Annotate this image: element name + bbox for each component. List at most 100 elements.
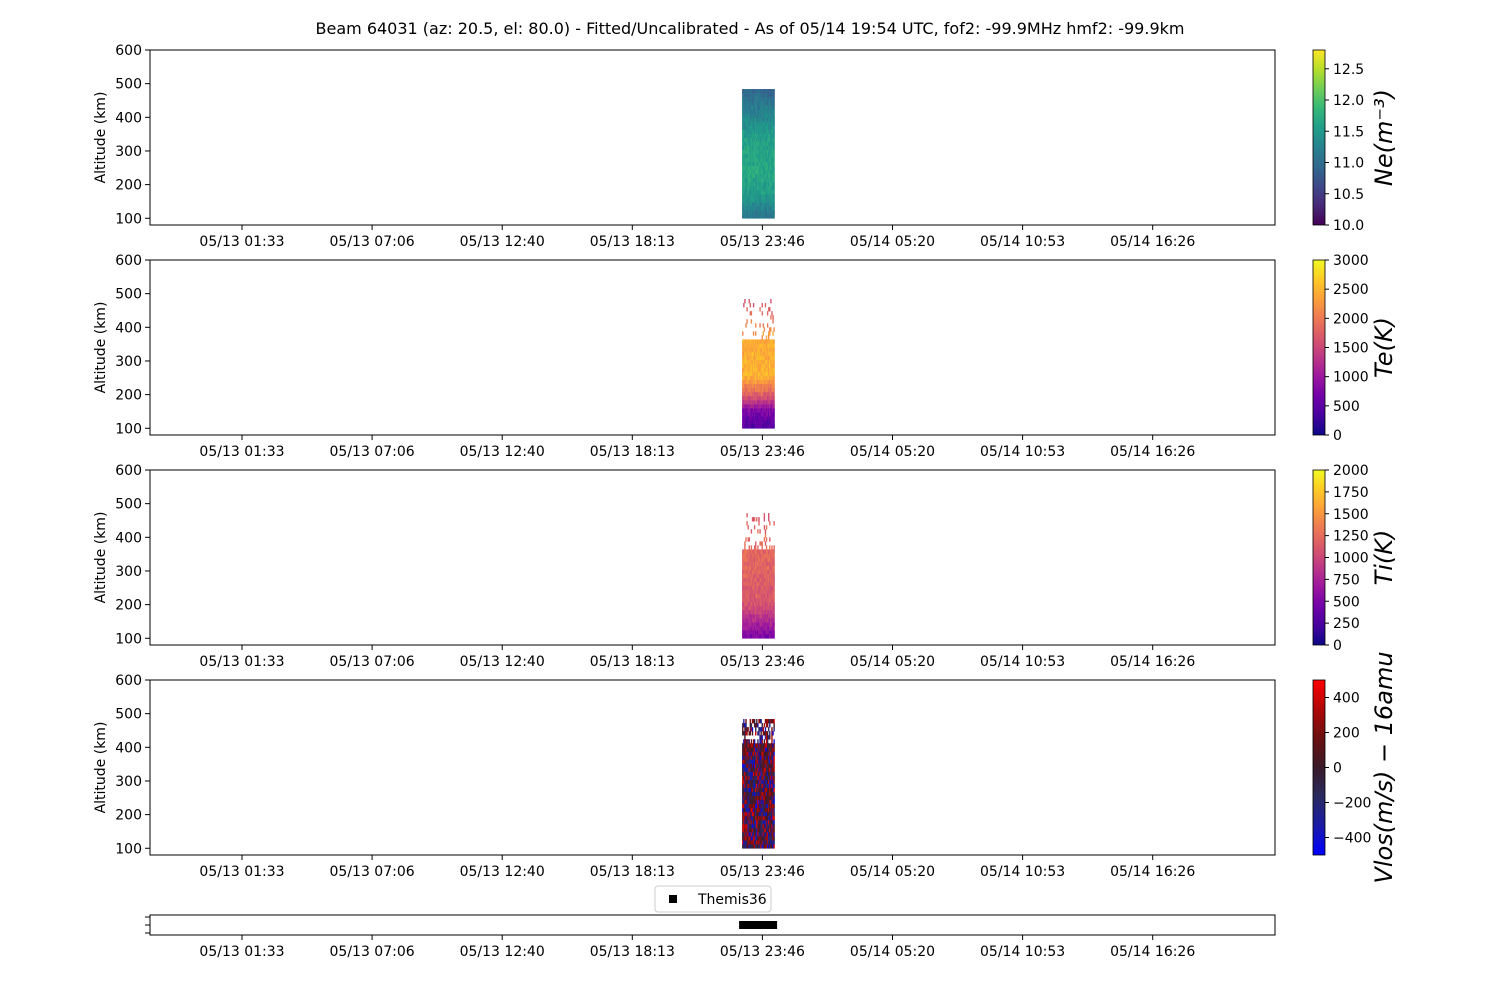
heatmap-cell	[769, 395, 771, 401]
colorbar-tick-label: 1000	[1333, 370, 1369, 386]
heatmap-cell	[756, 719, 758, 724]
heatmap-cell	[770, 759, 772, 764]
heatmap-cell	[761, 820, 763, 825]
heatmap-cell	[773, 815, 775, 821]
heatmap-cell	[759, 795, 761, 801]
heatmap-cell	[764, 577, 767, 583]
heatmap-cell	[769, 622, 771, 627]
x-tick-label: 05/13 23:46	[720, 944, 805, 960]
heatmap-cell	[742, 549, 744, 554]
heatmap-cell	[773, 820, 775, 825]
heatmap-cell	[769, 141, 771, 146]
heatmap-cell	[760, 137, 762, 142]
heatmap-cell	[763, 577, 766, 583]
heatmap-cell	[761, 751, 763, 756]
heatmap-cell	[762, 416, 764, 421]
heatmap-cell	[766, 811, 769, 817]
heatmap-cell	[763, 359, 766, 364]
heatmap-cell	[752, 165, 755, 171]
heatmap-cell	[748, 585, 750, 591]
heatmap-cells	[742, 89, 775, 219]
heatmap-cell	[768, 626, 770, 631]
heatmap-cell	[742, 331, 744, 336]
heatmap-cell	[752, 375, 755, 381]
heatmap-cell	[742, 824, 744, 829]
heatmap-cell	[745, 379, 747, 385]
heatmap-cell	[747, 589, 749, 595]
heatmap-cell	[742, 844, 744, 849]
heatmap-cell	[765, 614, 768, 619]
heatmap-cell	[765, 824, 768, 829]
heatmap-cell	[758, 561, 760, 566]
heatmap-cell	[751, 89, 754, 94]
heatmap-cell	[742, 145, 744, 150]
heatmap-cell	[759, 610, 761, 615]
heatmap-cell	[752, 549, 755, 554]
heatmap-cell	[758, 121, 760, 126]
heatmap-cell	[745, 371, 747, 377]
heatmap-cell	[770, 206, 772, 211]
heatmap-cell	[757, 169, 759, 175]
heatmap-cell	[746, 101, 748, 106]
heatmap-cell	[759, 210, 761, 215]
heatmap-cell	[753, 125, 756, 130]
y-tick-label: 300	[115, 774, 142, 790]
heatmap-cell	[743, 157, 745, 163]
heatmap-cell	[773, 771, 775, 776]
heatmap-cell	[753, 408, 756, 413]
heatmap-cell	[742, 581, 744, 587]
heatmap-cell	[760, 755, 762, 760]
heatmap-cell	[745, 787, 747, 793]
y-tick-label: 600	[115, 43, 142, 59]
heatmap-cell	[757, 593, 759, 599]
heatmap-cell	[773, 93, 775, 98]
heatmap-cell	[770, 597, 772, 603]
heatmap-cell	[753, 811, 756, 817]
x-tick-label: 05/14 10:53	[980, 654, 1065, 670]
heatmap-cell	[773, 569, 775, 574]
heatmap-cell	[769, 383, 771, 389]
heatmap-cell	[742, 383, 744, 389]
heatmap-cell	[765, 125, 768, 130]
heatmap-cell	[756, 371, 758, 377]
heatmap-cell	[749, 113, 752, 118]
heatmap-cell	[773, 190, 775, 195]
heatmap-cell	[762, 129, 764, 134]
heatmap-cell	[763, 844, 766, 849]
heatmap-cell	[744, 214, 746, 219]
heatmap-cell	[745, 815, 747, 821]
heatmap-cell	[768, 824, 770, 829]
heatmap-cell	[747, 767, 749, 772]
heatmap-cell	[750, 844, 753, 849]
heatmap-cell	[743, 420, 745, 425]
heatmap-cell	[757, 601, 759, 607]
x-tick-label: 05/13 07:06	[330, 234, 415, 250]
heatmap-cell	[762, 121, 764, 126]
heatmap-cell	[748, 387, 750, 393]
heatmap-cell	[770, 763, 772, 768]
heatmap-cell	[750, 723, 753, 728]
heatmap-cell	[745, 391, 747, 397]
heatmap-cell	[771, 177, 773, 183]
heatmap-cell	[755, 89, 757, 94]
heatmap-cell	[743, 412, 745, 417]
heatmap-cell	[770, 779, 772, 784]
heatmap-cell	[753, 844, 756, 849]
heatmap-cell	[771, 593, 773, 599]
heatmap-cell	[756, 412, 758, 417]
heatmap-cell	[764, 121, 767, 126]
heatmap-cell	[768, 391, 770, 397]
heatmap-cell	[765, 355, 768, 360]
heatmap-cell	[757, 779, 759, 784]
heatmap-cell	[773, 371, 775, 377]
heatmap-cell	[756, 577, 758, 583]
heatmap-cell	[755, 581, 757, 587]
heatmap-cell	[765, 153, 768, 158]
heatmap-cell	[759, 557, 761, 562]
heatmap-cell	[772, 363, 774, 368]
heatmap-cell	[773, 133, 775, 138]
heatmap-cell	[770, 412, 772, 417]
heatmap-cell	[766, 133, 769, 138]
heatmap-cell	[744, 194, 746, 199]
